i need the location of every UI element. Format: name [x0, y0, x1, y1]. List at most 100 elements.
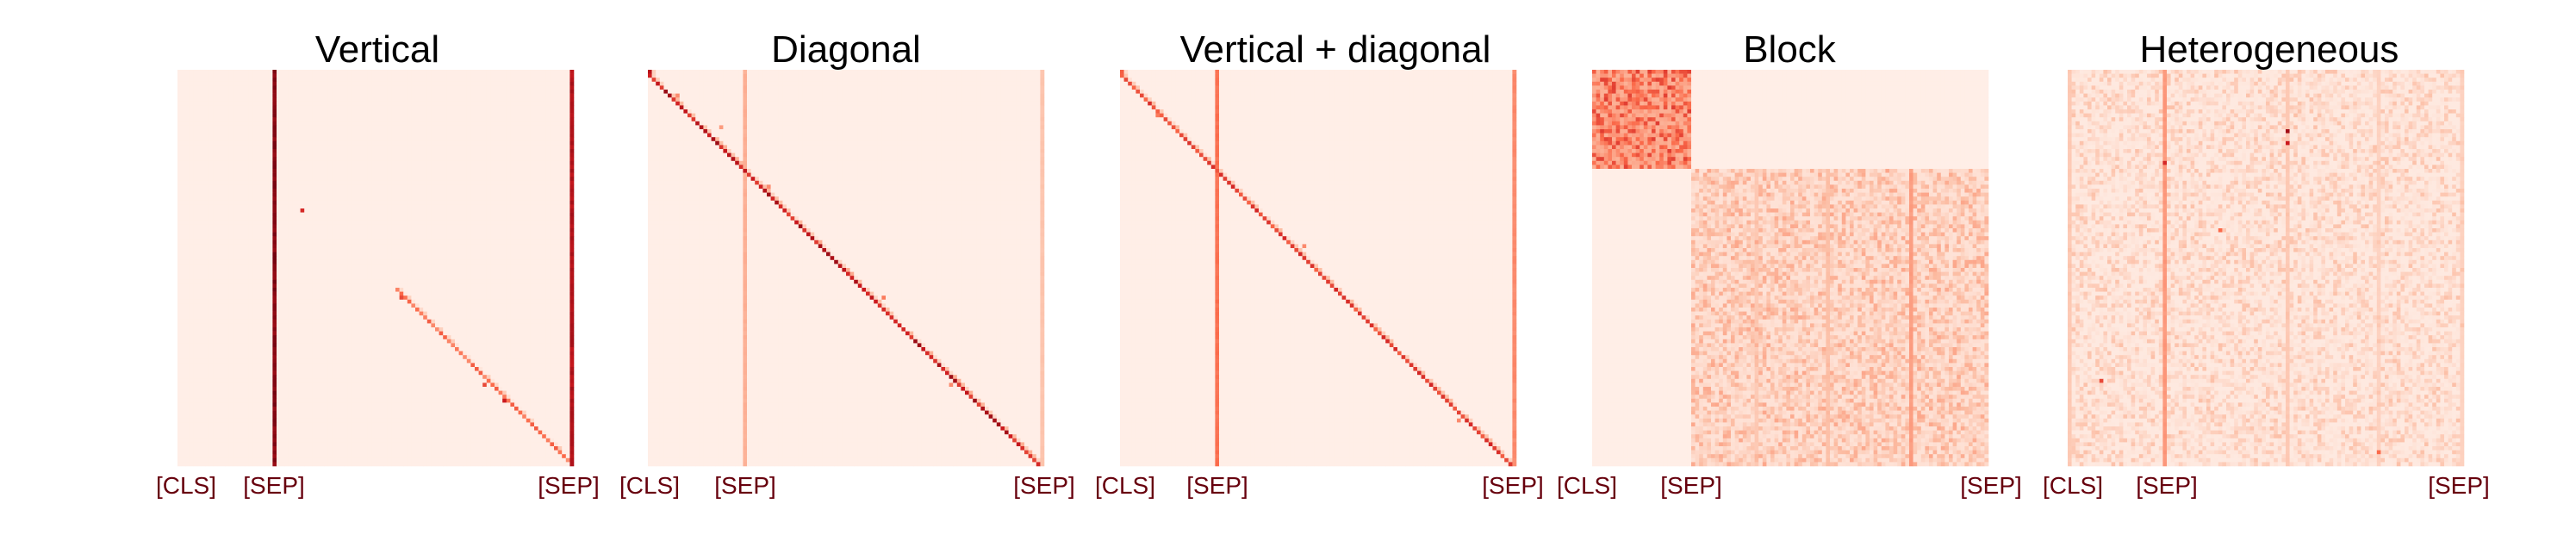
heatmap-cell: [502, 173, 507, 177]
heatmap-cell: [221, 85, 226, 90]
heatmap-cell: [395, 94, 400, 98]
heatmap-cell: [495, 90, 499, 94]
heatmap-cell: [522, 121, 526, 126]
heatmap-cell: [217, 169, 221, 173]
heatmap-cell: [470, 78, 475, 82]
heatmap-cell: [431, 137, 435, 141]
heatmap-cell: [400, 94, 404, 98]
heatmap-cell: [439, 129, 444, 134]
heatmap-cell: [408, 97, 412, 102]
heatmap-cell: [344, 141, 348, 146]
heatmap-cell: [443, 161, 447, 165]
heatmap-cell: [249, 129, 253, 134]
heatmap-cell: [408, 173, 412, 177]
heatmap-cell: [241, 78, 246, 82]
heatmap-cell: [463, 74, 467, 78]
heatmap-cell: [292, 153, 296, 158]
heatmap-cell: [371, 114, 376, 118]
heatmap-cell: [495, 121, 499, 126]
heatmap-cell: [308, 102, 313, 106]
heatmap-cell: [423, 102, 427, 106]
heatmap-cell: [229, 181, 233, 185]
heatmap-cell: [308, 90, 313, 94]
heatmap-cell: [451, 94, 455, 98]
heatmap-cell: [332, 173, 336, 177]
heatmap-cell: [459, 117, 464, 121]
heatmap-cell: [245, 161, 249, 165]
heatmap-cell: [269, 173, 273, 177]
heatmap-cell: [229, 169, 233, 173]
heatmap-cell: [415, 177, 420, 181]
heatmap-cell: [499, 137, 503, 141]
heatmap-cell: [292, 141, 296, 146]
heatmap-cell: [277, 181, 281, 185]
heatmap-cell: [443, 70, 447, 74]
heatmap-cell: [538, 173, 543, 177]
heatmap-cell: [277, 129, 281, 134]
heatmap-cell: [284, 177, 289, 181]
heatmap-cell: [185, 117, 190, 121]
heatmap-cell: [261, 137, 265, 141]
heatmap-cell: [388, 94, 392, 98]
heatmap-cell: [522, 137, 526, 141]
heatmap-cell: [182, 134, 186, 138]
heatmap-cell: [447, 181, 451, 185]
heatmap-cell: [292, 85, 296, 90]
heatmap-cell: [395, 173, 400, 177]
heatmap-cell: [229, 129, 233, 134]
heatmap-cell: [332, 177, 336, 181]
heatmap-cell: [447, 114, 451, 118]
heatmap-cell: [475, 177, 479, 181]
heatmap-cell: [252, 74, 257, 78]
heatmap-cell: [522, 102, 526, 106]
heatmap-cell: [415, 85, 420, 90]
heatmap-cell: [400, 173, 404, 177]
heatmap-cell: [190, 102, 194, 106]
heatmap-cell: [411, 145, 415, 149]
heatmap-cell: [566, 177, 570, 181]
heatmap-cell: [356, 105, 360, 109]
heatmap-cell: [209, 102, 214, 106]
heatmap-cell: [352, 161, 356, 165]
heatmap-cell: [522, 134, 526, 138]
heatmap-cell: [356, 117, 360, 121]
heatmap-cell: [507, 70, 511, 74]
heatmap-cell: [193, 90, 197, 94]
heatmap-cell: [284, 141, 289, 146]
heatmap-cell: [439, 121, 444, 126]
heatmap-cell: [233, 121, 237, 126]
heatmap-cell: [380, 129, 384, 134]
heatmap-cell: [301, 82, 305, 86]
heatmap-cell: [344, 169, 348, 173]
heatmap-cell: [558, 117, 563, 121]
heatmap-cell: [546, 145, 551, 149]
heatmap-cell: [320, 141, 325, 146]
heatmap-cell: [562, 153, 566, 158]
heatmap-cell: [495, 165, 499, 169]
heatmap-cell: [364, 85, 368, 90]
heatmap-cell: [538, 102, 543, 106]
heatmap-cell: [296, 74, 301, 78]
heatmap-cell: [296, 134, 301, 138]
heatmap-cell: [550, 169, 554, 173]
heatmap-cell: [301, 105, 305, 109]
heatmap-cell: [217, 82, 221, 86]
heatmap-cell: [514, 102, 519, 106]
heatmap-cell: [193, 181, 197, 185]
heatmap-cell: [487, 102, 491, 106]
heatmap-cell: [348, 161, 352, 165]
heatmap-cell: [249, 145, 253, 149]
heatmap-cell: [233, 117, 237, 121]
heatmap-cell: [364, 78, 368, 82]
heatmap-cell: [451, 78, 455, 82]
heatmap-cell: [427, 90, 432, 94]
heatmap-cell: [324, 74, 328, 78]
heatmap-cell: [558, 157, 563, 161]
heatmap-cell: [209, 149, 214, 153]
heatmap-cell: [356, 153, 360, 158]
heatmap-cell: [487, 165, 491, 169]
heatmap-cell: [360, 141, 364, 146]
heatmap-cell: [470, 173, 475, 177]
heatmap-cell: [269, 109, 273, 114]
heatmap-cell: [510, 105, 514, 109]
